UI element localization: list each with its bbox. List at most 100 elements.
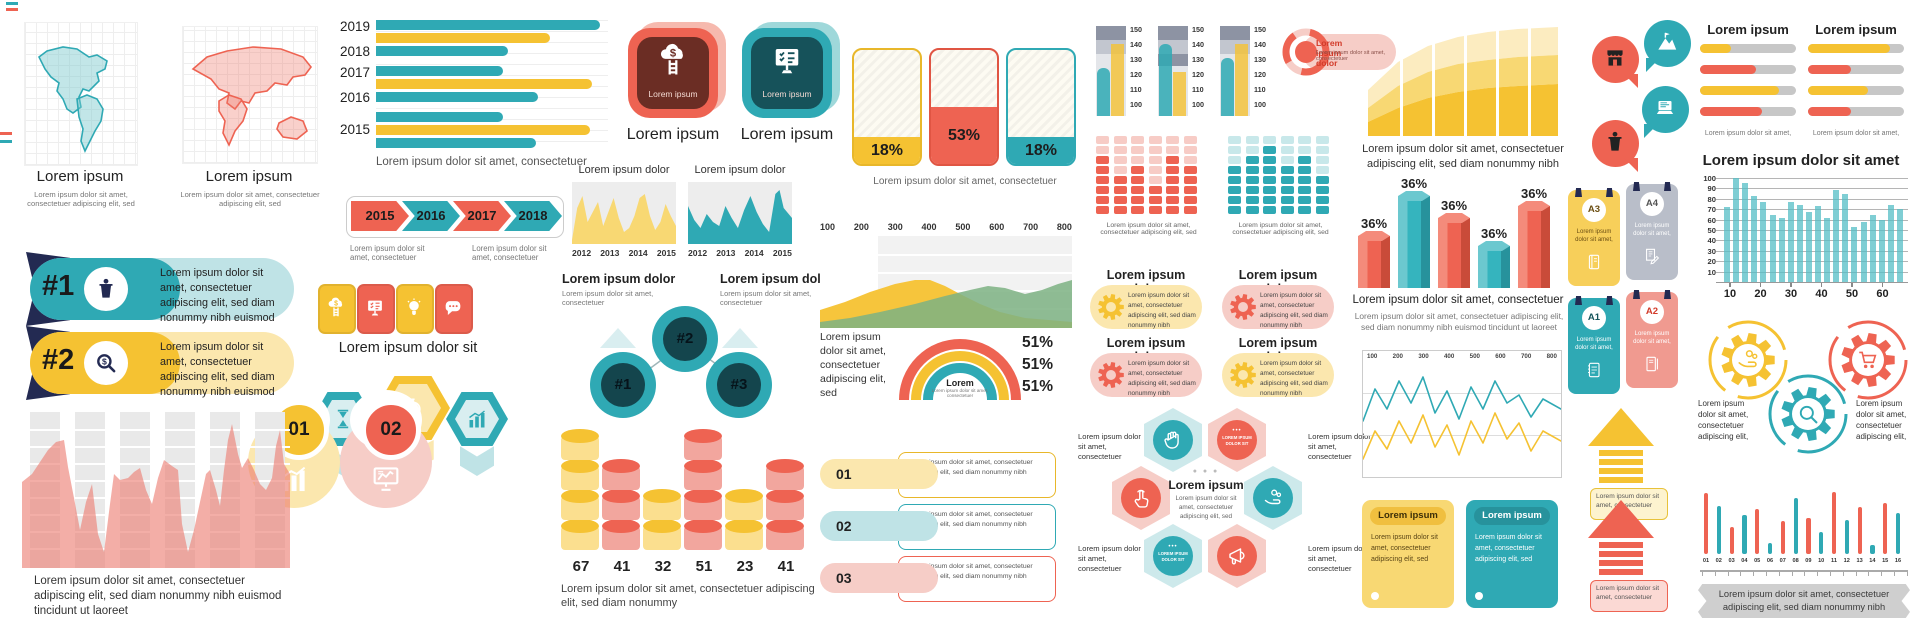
network-circle: ••• LOREM IPSUM DOLOR SIT [1217,420,1257,460]
card-pin [1633,290,1640,299]
a-card-a2: A2 Lorem ipsum dolor sit amet, [1626,290,1678,388]
tiny-bar [1755,508,1760,554]
y-axis-label: 20 [1707,257,1716,267]
arrow-stripe [1599,542,1643,548]
speech-bubble [1644,20,1691,72]
ruler-tick [1740,570,1742,576]
scale-label: 110 [1130,85,1142,94]
gear-donut [1768,374,1848,454]
year-label: 2015 [339,122,370,137]
bar-chart-plot [1716,178,1908,283]
tiny-bar-label: 01 [1702,558,1710,564]
yellow-bar [1111,44,1124,116]
matrix-cell [1245,146,1259,154]
network-circle: ••• LOREM IPSUM DOLOR SIT [1153,536,1193,576]
hash-number: #3 [717,363,761,407]
timeline-year: 2015 [351,201,409,231]
bar [1724,207,1730,282]
rank-icon-circle: $ [84,341,128,385]
pill-text: Lorem ipsum dolor sit amet, consectetuer… [1128,292,1196,329]
year-label: 2016 [339,90,370,105]
pill-text: Lorem ipsum dolor sit amet, consectetuer… [1128,360,1196,397]
hash-circle: #1 [590,352,656,418]
gear-pill: Lorem ipsum dolor sit amet, consectetuer… [1090,285,1202,329]
matrix-cell [1183,196,1197,204]
prism-value: 36% [1400,176,1428,191]
mini-area-title: Lorem ipsum dolor [694,164,786,176]
app-card-inner-label: Lorem ipsum [648,89,698,99]
card-pin [1606,188,1613,197]
cluster-header: Lorem ipsum dolor [720,272,834,286]
storefront-icon [1602,45,1628,71]
tiny-bar-label: 16 [1894,558,1902,564]
matrix-cell [1263,176,1276,184]
x-tick [1881,283,1883,287]
year-bar [376,46,508,56]
coin-value: 41 [613,558,631,575]
matrix-cell [1245,196,1259,204]
card-pin [1575,296,1582,305]
year-bar-chart: 2019 2018 2017 2016 2015 Lorem ipsum dolor si… [336,19,608,170]
gear-donut [1828,320,1908,400]
bar [1842,193,1849,282]
ruler-tick [1868,570,1870,576]
network-hexagon [1144,408,1202,472]
axis-tick: 100 [820,222,836,232]
matrix-cell [1280,186,1294,194]
podium-icon [1602,129,1628,155]
fan-caption: Lorem ipsum dolor sit amet, consectetuer… [1362,143,1564,170]
ruler-tick [1817,570,1819,576]
step-pill: 03 [820,563,938,593]
handCoins-icon [1261,486,1285,510]
ribbon-shape: Lorem ipsum dolor sit amet, consectetuer… [1698,584,1910,618]
prism-subcaption: Lorem ipsum dolor sit amet, consectetuer… [1354,311,1564,332]
matrix-cell [1298,166,1311,174]
matrix-cell [1166,156,1179,164]
ruler-tick [1855,570,1857,576]
matrix-cell [1228,196,1241,204]
axis-tick: 500 [1469,353,1480,360]
tiny-bar-label: 08 [1792,558,1799,564]
prism-cap [1438,213,1470,223]
badge-text: LOREM IPSUM DOLOR SIT [1158,551,1188,562]
gauge-percent: 51% [1022,334,1054,351]
tag-card-body: Lorem ipsum dolor sit amet, consectetuer… [1371,534,1438,563]
x-tick [1759,283,1761,287]
matrix-caption: Lorem ipsum dolor sit amet, consectetuer… [1100,222,1197,236]
tiny-bar-label: 12 [1843,558,1850,564]
app-card-inner: $ Lorem ipsum [637,37,709,109]
rank-number: #1 [42,270,75,302]
tiny-bar [1832,491,1837,554]
progress-caption: Lorem ipsum dolor sit amet, [1812,130,1900,137]
arrow-stripe [1599,450,1643,456]
monitorCheck-icon [364,297,386,319]
matrix-cell [1280,196,1294,204]
pill-text: Lorem ipsum dolor sit amet, consectetuer… [1260,292,1328,329]
prism-bar [1438,218,1470,288]
matrix-cell [1183,166,1197,174]
ruler-tick [1778,570,1780,576]
year-bar [376,79,592,89]
progress-fill [1700,44,1731,53]
coin-value: 41 [777,558,795,575]
scale-label: 110 [1254,85,1266,94]
gauge-center-title: Lorem [946,378,974,388]
bar-chart-title: Lorem ipsum dolor sit amet [1702,152,1900,169]
matrix-cell [1148,146,1162,154]
x-axis-label: 40 [1815,288,1828,300]
percent-value: 53% [931,107,997,164]
bar [1896,209,1903,282]
year-tick: 2015 [656,248,676,258]
year-label: 2017 [339,65,370,80]
y-axis-label: 100 [1703,174,1716,183]
matrix-cell [1263,166,1276,174]
year-tick: 2014 [744,248,764,258]
yellow-bar [1235,44,1248,116]
podium-icon [93,276,119,302]
progress-fill [1700,86,1779,95]
matrix-cell [1263,156,1276,164]
scale-label: 150 [1254,25,1266,34]
arrow-stripe [1599,468,1643,474]
tiny-bar-label: 06 [1766,558,1774,564]
app-card: Lorem ipsum [742,28,832,118]
